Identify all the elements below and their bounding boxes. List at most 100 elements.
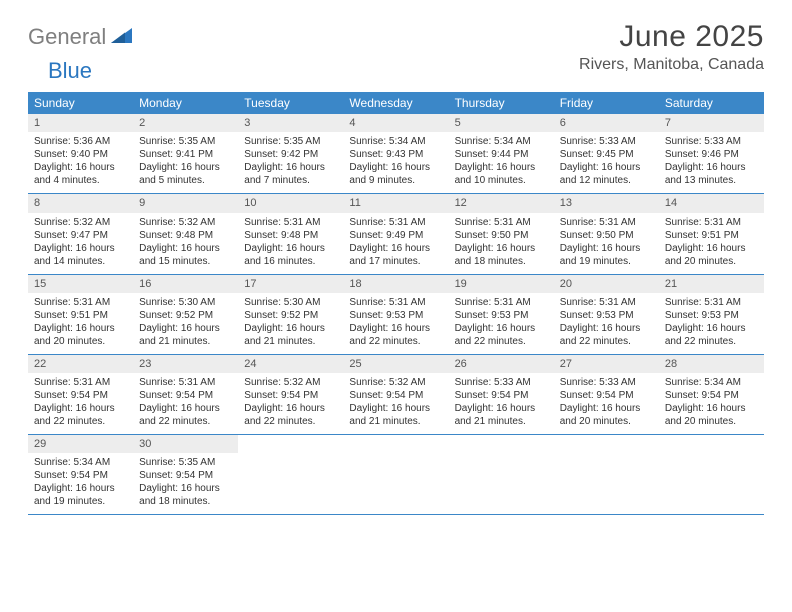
day-cell: 16Sunrise: 5:30 AMSunset: 9:52 PMDayligh… — [133, 275, 238, 354]
day-number: 22 — [28, 355, 133, 373]
sunset-line: Sunset: 9:54 PM — [139, 389, 232, 402]
day-cell: 25Sunrise: 5:32 AMSunset: 9:54 PMDayligh… — [343, 355, 448, 434]
day-number: 3 — [238, 114, 343, 132]
day-body: Sunrise: 5:33 AMSunset: 9:45 PMDaylight:… — [554, 132, 659, 193]
day-header-thu: Thursday — [449, 92, 554, 114]
logo-text-general: General — [28, 24, 106, 50]
day-body: Sunrise: 5:33 AMSunset: 9:54 PMDaylight:… — [449, 373, 554, 434]
day-number: 26 — [449, 355, 554, 373]
day-body: Sunrise: 5:33 AMSunset: 9:54 PMDaylight:… — [554, 373, 659, 434]
week-row: 1Sunrise: 5:36 AMSunset: 9:40 PMDaylight… — [28, 114, 764, 194]
daylight-line: Daylight: 16 hours and 21 minutes. — [349, 402, 442, 428]
day-body: Sunrise: 5:31 AMSunset: 9:53 PMDaylight:… — [659, 293, 764, 354]
daylight-line: Daylight: 16 hours and 22 minutes. — [665, 322, 758, 348]
sunrise-line: Sunrise: 5:31 AM — [349, 296, 442, 309]
day-body: Sunrise: 5:34 AMSunset: 9:54 PMDaylight:… — [659, 373, 764, 434]
daylight-line: Daylight: 16 hours and 22 minutes. — [349, 322, 442, 348]
daylight-line: Daylight: 16 hours and 20 minutes. — [560, 402, 653, 428]
day-number: 23 — [133, 355, 238, 373]
day-cell — [449, 435, 554, 514]
sunrise-line: Sunrise: 5:33 AM — [455, 376, 548, 389]
day-body: Sunrise: 5:33 AMSunset: 9:46 PMDaylight:… — [659, 132, 764, 193]
location-subtitle: Rivers, Manitoba, Canada — [579, 56, 764, 74]
day-number: 28 — [659, 355, 764, 373]
day-number: 20 — [554, 275, 659, 293]
day-body: Sunrise: 5:32 AMSunset: 9:54 PMDaylight:… — [238, 373, 343, 434]
sunset-line: Sunset: 9:51 PM — [665, 229, 758, 242]
daylight-line: Daylight: 16 hours and 22 minutes. — [455, 322, 548, 348]
logo-text-blue: Blue — [48, 58, 92, 84]
day-body: Sunrise: 5:35 AMSunset: 9:42 PMDaylight:… — [238, 132, 343, 193]
sunrise-line: Sunrise: 5:31 AM — [349, 216, 442, 229]
sunrise-line: Sunrise: 5:32 AM — [244, 376, 337, 389]
daylight-line: Daylight: 16 hours and 13 minutes. — [665, 161, 758, 187]
day-body: Sunrise: 5:31 AMSunset: 9:51 PMDaylight:… — [659, 213, 764, 274]
day-number: 7 — [659, 114, 764, 132]
day-number: 18 — [343, 275, 448, 293]
daylight-line: Daylight: 16 hours and 17 minutes. — [349, 242, 442, 268]
day-body: Sunrise: 5:31 AMSunset: 9:53 PMDaylight:… — [554, 293, 659, 354]
day-body: Sunrise: 5:31 AMSunset: 9:53 PMDaylight:… — [449, 293, 554, 354]
week-row: 15Sunrise: 5:31 AMSunset: 9:51 PMDayligh… — [28, 275, 764, 355]
daylight-line: Daylight: 16 hours and 21 minutes. — [244, 322, 337, 348]
day-cell — [554, 435, 659, 514]
sunset-line: Sunset: 9:54 PM — [244, 389, 337, 402]
sunrise-line: Sunrise: 5:32 AM — [34, 216, 127, 229]
day-number: 10 — [238, 194, 343, 212]
day-cell: 14Sunrise: 5:31 AMSunset: 9:51 PMDayligh… — [659, 194, 764, 273]
weeks-container: 1Sunrise: 5:36 AMSunset: 9:40 PMDaylight… — [28, 114, 764, 515]
day-header-row: Sunday Monday Tuesday Wednesday Thursday… — [28, 92, 764, 114]
day-cell: 11Sunrise: 5:31 AMSunset: 9:49 PMDayligh… — [343, 194, 448, 273]
sunrise-line: Sunrise: 5:31 AM — [139, 376, 232, 389]
day-number: 17 — [238, 275, 343, 293]
day-number: 5 — [449, 114, 554, 132]
day-body: Sunrise: 5:36 AMSunset: 9:40 PMDaylight:… — [28, 132, 133, 193]
day-body: Sunrise: 5:34 AMSunset: 9:44 PMDaylight:… — [449, 132, 554, 193]
day-body: Sunrise: 5:34 AMSunset: 9:43 PMDaylight:… — [343, 132, 448, 193]
day-cell: 29Sunrise: 5:34 AMSunset: 9:54 PMDayligh… — [28, 435, 133, 514]
day-body: Sunrise: 5:31 AMSunset: 9:50 PMDaylight:… — [554, 213, 659, 274]
day-number: 2 — [133, 114, 238, 132]
day-number: 9 — [133, 194, 238, 212]
day-number: 15 — [28, 275, 133, 293]
day-body: Sunrise: 5:31 AMSunset: 9:54 PMDaylight:… — [133, 373, 238, 434]
sunset-line: Sunset: 9:53 PM — [349, 309, 442, 322]
day-header-mon: Monday — [133, 92, 238, 114]
sunset-line: Sunset: 9:40 PM — [34, 148, 127, 161]
sunset-line: Sunset: 9:53 PM — [455, 309, 548, 322]
logo-triangle-icon — [111, 26, 133, 49]
day-cell: 10Sunrise: 5:31 AMSunset: 9:48 PMDayligh… — [238, 194, 343, 273]
daylight-line: Daylight: 16 hours and 20 minutes. — [665, 402, 758, 428]
day-cell: 2Sunrise: 5:35 AMSunset: 9:41 PMDaylight… — [133, 114, 238, 193]
sunset-line: Sunset: 9:47 PM — [34, 229, 127, 242]
day-cell: 7Sunrise: 5:33 AMSunset: 9:46 PMDaylight… — [659, 114, 764, 193]
sunset-line: Sunset: 9:53 PM — [665, 309, 758, 322]
day-body: Sunrise: 5:35 AMSunset: 9:41 PMDaylight:… — [133, 132, 238, 193]
sunrise-line: Sunrise: 5:36 AM — [34, 135, 127, 148]
day-body: Sunrise: 5:32 AMSunset: 9:47 PMDaylight:… — [28, 213, 133, 274]
sunrise-line: Sunrise: 5:34 AM — [665, 376, 758, 389]
week-row: 29Sunrise: 5:34 AMSunset: 9:54 PMDayligh… — [28, 435, 764, 515]
daylight-line: Daylight: 16 hours and 21 minutes. — [139, 322, 232, 348]
day-body: Sunrise: 5:30 AMSunset: 9:52 PMDaylight:… — [133, 293, 238, 354]
sunrise-line: Sunrise: 5:31 AM — [560, 296, 653, 309]
sunrise-line: Sunrise: 5:34 AM — [455, 135, 548, 148]
day-cell: 28Sunrise: 5:34 AMSunset: 9:54 PMDayligh… — [659, 355, 764, 434]
day-cell: 15Sunrise: 5:31 AMSunset: 9:51 PMDayligh… — [28, 275, 133, 354]
sunrise-line: Sunrise: 5:31 AM — [560, 216, 653, 229]
sunrise-line: Sunrise: 5:33 AM — [560, 376, 653, 389]
sunrise-line: Sunrise: 5:35 AM — [139, 456, 232, 469]
day-cell: 3Sunrise: 5:35 AMSunset: 9:42 PMDaylight… — [238, 114, 343, 193]
day-body: Sunrise: 5:32 AMSunset: 9:54 PMDaylight:… — [343, 373, 448, 434]
day-number: 6 — [554, 114, 659, 132]
daylight-line: Daylight: 16 hours and 15 minutes. — [139, 242, 232, 268]
sunrise-line: Sunrise: 5:31 AM — [34, 296, 127, 309]
daylight-line: Daylight: 16 hours and 22 minutes. — [139, 402, 232, 428]
sunrise-line: Sunrise: 5:31 AM — [455, 216, 548, 229]
day-body: Sunrise: 5:30 AMSunset: 9:52 PMDaylight:… — [238, 293, 343, 354]
daylight-line: Daylight: 16 hours and 5 minutes. — [139, 161, 232, 187]
day-cell: 26Sunrise: 5:33 AMSunset: 9:54 PMDayligh… — [449, 355, 554, 434]
sunset-line: Sunset: 9:46 PM — [665, 148, 758, 161]
day-number: 11 — [343, 194, 448, 212]
sunset-line: Sunset: 9:54 PM — [34, 389, 127, 402]
